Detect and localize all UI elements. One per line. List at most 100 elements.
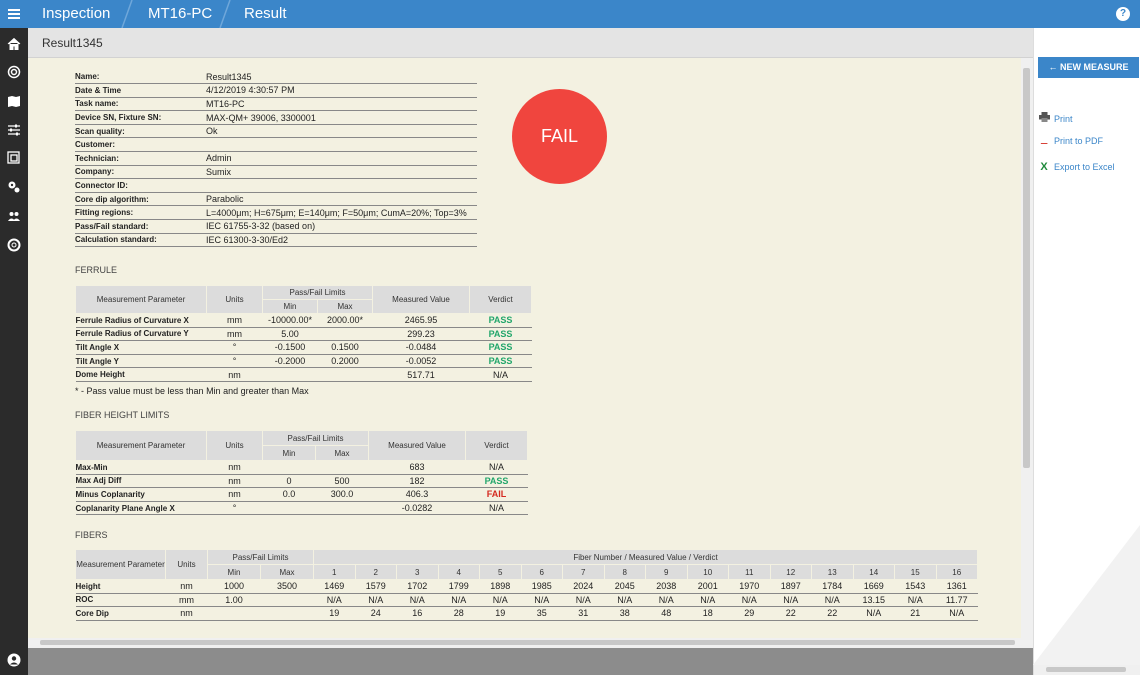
- info-row: Company: Sumix: [75, 165, 477, 180]
- cell-param: Core Dip: [75, 606, 166, 621]
- col-header-min: Min: [207, 564, 261, 580]
- info-key: Pass/Fail standard:: [75, 219, 206, 234]
- cell-min: [262, 460, 316, 475]
- col-header-parameter: Measurement Parameter: [75, 549, 166, 580]
- info-key: Company:: [75, 165, 206, 180]
- cell-fiber-value: N/A: [728, 593, 770, 608]
- col-header-units: Units: [206, 285, 263, 314]
- cell-fiber-value: 24: [355, 606, 397, 621]
- cell-fiber-value: 1543: [894, 579, 936, 594]
- cell-fiber-value: 2024: [562, 579, 604, 594]
- info-row: Scan quality: Ok: [75, 124, 477, 139]
- col-header-fiber-number: 6: [520, 564, 563, 580]
- breadcrumb-result[interactable]: Result: [244, 5, 287, 22]
- users-icon[interactable]: [7, 209, 21, 223]
- cell-fiber-value: 28: [438, 606, 480, 621]
- cell-max: [317, 367, 373, 382]
- home-icon[interactable]: [7, 37, 21, 51]
- col-header-min: Min: [262, 445, 316, 461]
- breadcrumb-inspection[interactable]: Inspection: [42, 5, 111, 22]
- cell-min: [207, 606, 261, 621]
- col-header-measured: Measured Value: [368, 430, 466, 461]
- panel-horizontal-scrollbar[interactable]: [1034, 665, 1140, 675]
- cell-fiber-value: 31: [562, 606, 604, 621]
- cell-max: 0.2000: [317, 354, 373, 369]
- col-header-fiber-number: 15: [894, 564, 937, 580]
- user-account-icon[interactable]: [7, 653, 21, 667]
- cell-value: 406.3: [368, 487, 466, 502]
- export-to-excel-button[interactable]: X Export to Excel: [1038, 161, 1114, 173]
- cell-units: mm: [165, 593, 208, 608]
- info-value: [206, 137, 477, 153]
- gallery-icon[interactable]: [7, 151, 21, 165]
- breadcrumb-separator: [219, 0, 231, 28]
- cell-min: 1000: [207, 579, 261, 594]
- info-value: Admin: [206, 151, 477, 166]
- print-button[interactable]: Print: [1038, 112, 1073, 124]
- help-icon[interactable]: ?: [1116, 7, 1130, 21]
- info-key: Calculation standard:: [75, 233, 206, 248]
- cell-fiber-value: N/A: [313, 593, 355, 608]
- new-measure-button[interactable]: ← NEW MEASURE: [1038, 57, 1139, 78]
- cell-fiber-value: 13.15: [853, 593, 895, 608]
- info-value: Parabolic: [206, 192, 477, 207]
- panel-decoration: [1033, 525, 1140, 665]
- ferrule-footnote: * - Pass value must be less than Min and…: [75, 386, 309, 396]
- table-row: Max-Min nm 683 N/A: [75, 460, 528, 475]
- horizontal-scrollbar[interactable]: [28, 638, 1033, 648]
- cell-max: [315, 501, 369, 516]
- cell-min: [262, 367, 318, 382]
- vertical-scrollbar[interactable]: [1021, 58, 1033, 638]
- cell-verdict: N/A: [465, 460, 528, 475]
- new-measure-label: NEW MEASURE: [1060, 62, 1129, 72]
- col-header-max: Max: [315, 445, 369, 461]
- cell-fiber-value: 19: [479, 606, 521, 621]
- cell-units: nm: [165, 579, 208, 594]
- scrollbar-thumb[interactable]: [1046, 667, 1126, 672]
- cell-fiber-value: 2045: [604, 579, 646, 594]
- col-header-fiber-number: 10: [686, 564, 729, 580]
- table-row: Height nm 1000 3500 1469 1579 1702 1799 1898 1985…: [75, 579, 978, 594]
- sliders-icon[interactable]: [7, 123, 21, 137]
- settings-icon[interactable]: [7, 180, 21, 194]
- cell-fiber-value: N/A: [604, 593, 646, 608]
- table-row: Max Adj Diff nm 0 500 182 PASS: [75, 474, 528, 489]
- cell-verdict: FAIL: [465, 487, 528, 502]
- target-icon[interactable]: [7, 65, 21, 79]
- cell-param: Coplanarity Plane Angle X: [75, 501, 207, 516]
- col-header-fiber-number: 2: [354, 564, 397, 580]
- result-info-table: Name: Result1345 Date & Time 4/12/2019 4:30…: [75, 70, 477, 248]
- page-title: Result1345: [42, 36, 103, 50]
- cell-fiber-value: 1985: [521, 579, 563, 594]
- hamburger-menu-icon[interactable]: [0, 0, 28, 28]
- section-title-ferrule: FERRULE: [75, 265, 118, 275]
- col-header-fiber-number: 13: [811, 564, 854, 580]
- col-header-verdict: Verdict: [465, 430, 528, 461]
- info-value: MAX-QM+ 39006, 3300001: [206, 110, 477, 125]
- cell-fiber-value: 38: [604, 606, 646, 621]
- breadcrumb-mt16-pc[interactable]: MT16-PC: [148, 5, 213, 22]
- info-row: Name: Result1345: [75, 70, 477, 85]
- cell-max: 500: [315, 474, 369, 489]
- scrollbar-thumb[interactable]: [1023, 68, 1030, 468]
- col-header-min: Min: [262, 299, 318, 314]
- cell-value: 517.71: [372, 367, 470, 382]
- book-icon[interactable]: [7, 94, 21, 108]
- support-icon[interactable]: [7, 238, 21, 252]
- col-header-parameter: Measurement Parameter: [75, 285, 207, 314]
- cell-max: 3500: [260, 579, 314, 594]
- section-title-fibers: FIBERS: [75, 530, 108, 540]
- cell-max: 300.0: [315, 487, 369, 502]
- cell-verdict: PASS: [469, 327, 532, 342]
- info-value: L=4000μm; H=675μm; E=140μm; F=50μm; CumA…: [206, 205, 477, 221]
- breadcrumb-separator: [121, 0, 133, 28]
- cell-fiber-value: 1970: [728, 579, 770, 594]
- cell-fiber-value: 19: [313, 606, 355, 621]
- col-header-fiber-number: 7: [562, 564, 605, 580]
- cell-param: Minus Coplanarity: [75, 487, 207, 502]
- print-to-pdf-button[interactable]: ⚊ Print to PDF: [1038, 136, 1103, 147]
- cell-fiber-value: 1469: [313, 579, 355, 594]
- overall-verdict-badge: FAIL: [512, 89, 607, 184]
- cell-units: nm: [206, 474, 263, 489]
- scrollbar-thumb[interactable]: [40, 640, 1015, 645]
